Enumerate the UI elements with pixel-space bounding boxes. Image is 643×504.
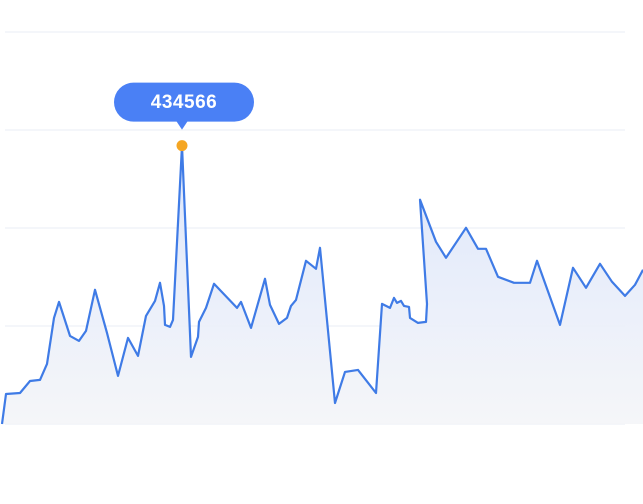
- highlight-point: [176, 140, 188, 152]
- tooltip-pointer: [176, 120, 188, 130]
- tooltip-box: [114, 82, 254, 122]
- tooltip-value: 434566: [151, 92, 217, 113]
- plot: [0, 140, 643, 425]
- line: [0, 144, 643, 425]
- tooltip: 434566: [114, 82, 254, 130]
